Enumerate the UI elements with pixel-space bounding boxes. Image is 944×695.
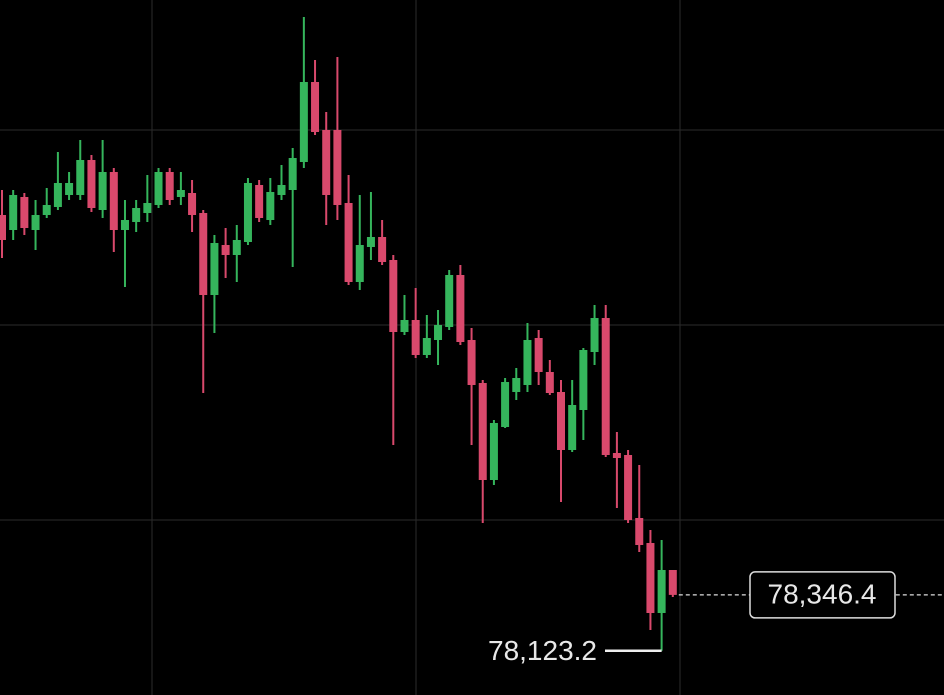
- low-label: 78,123.2: [488, 635, 597, 666]
- candle-body: [478, 383, 487, 480]
- candle-body: [143, 203, 152, 213]
- candle-body: [322, 130, 331, 195]
- candle-body: [243, 183, 252, 242]
- candle-body: [467, 340, 476, 385]
- candle-body: [355, 245, 364, 282]
- candle-body: [31, 215, 40, 230]
- candle-body: [288, 158, 297, 190]
- candle-body: [624, 455, 633, 520]
- candle-body: [0, 215, 6, 240]
- candle-body: [221, 245, 230, 255]
- candle-body: [333, 130, 342, 205]
- candle-body: [132, 208, 141, 222]
- candle-body: [120, 220, 129, 230]
- candle-body: [210, 243, 219, 295]
- candle-body: [601, 318, 610, 455]
- candle-body: [534, 338, 543, 372]
- candle-body: [20, 197, 29, 228]
- candle-body: [579, 350, 588, 410]
- candle-body: [378, 237, 387, 262]
- last-price-box: [749, 571, 896, 619]
- candle-body: [635, 518, 644, 545]
- candle-body: [668, 570, 677, 595]
- candle-body: [489, 423, 498, 480]
- candle-body: [411, 320, 420, 355]
- candle-body: [568, 405, 577, 450]
- candle-body: [65, 183, 74, 195]
- candle-body: [176, 190, 185, 197]
- candle-body: [612, 453, 621, 458]
- candle-body: [266, 192, 275, 220]
- candle-body: [188, 193, 197, 215]
- candle-body: [232, 240, 241, 255]
- candle-body: [657, 570, 666, 613]
- candle-body: [512, 378, 521, 392]
- candle-body: [590, 318, 599, 352]
- candle-body: [501, 382, 510, 427]
- candle-body: [366, 237, 375, 247]
- candle-body: [165, 172, 174, 200]
- candle-body: [311, 82, 320, 132]
- candle-body: [299, 82, 308, 162]
- candle-body: [557, 392, 565, 450]
- candle-body: [76, 160, 85, 195]
- candle-body: [255, 185, 264, 218]
- candle-body: [199, 213, 208, 295]
- candle-body: [53, 183, 62, 207]
- candle-body: [9, 195, 18, 230]
- candle-body: [154, 172, 163, 205]
- candle-body: [545, 372, 554, 393]
- candle-body: [344, 203, 353, 282]
- candle-body: [445, 275, 454, 327]
- candle-body: [400, 320, 409, 332]
- candle-body: [646, 543, 655, 613]
- candle-body: [422, 338, 431, 355]
- candle-body: [523, 340, 532, 385]
- candle-body: [109, 172, 118, 230]
- candle-body: [389, 260, 398, 332]
- candle-body: [434, 325, 443, 340]
- candle-body: [87, 160, 96, 208]
- candle-body: [42, 205, 51, 215]
- candle-body: [277, 185, 286, 195]
- candle-body: [456, 275, 465, 342]
- last-price-label: 78,346.4: [768, 578, 877, 609]
- candle-body: [98, 172, 107, 210]
